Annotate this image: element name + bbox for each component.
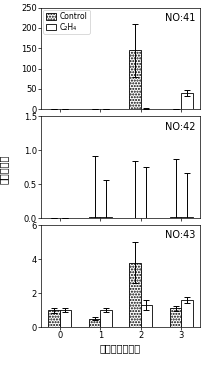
Bar (170, 308, 181, 327)
Text: 相对表达量: 相对表达量 (0, 155, 9, 184)
X-axis label: 储藏时间（天）: 储藏时间（天） (100, 343, 141, 353)
Bar (181, 93, 193, 109)
Bar (100, 310, 112, 327)
Bar (129, 263, 141, 327)
Bar (89, 217, 100, 218)
Bar (170, 217, 181, 218)
Text: NO:43: NO:43 (165, 230, 195, 240)
Bar (181, 217, 193, 218)
Bar (89, 318, 100, 327)
Bar (141, 305, 152, 327)
Legend: Control, C₂H₄: Control, C₂H₄ (43, 10, 90, 34)
Bar (129, 50, 141, 109)
Bar (181, 300, 193, 327)
Bar (48, 310, 60, 327)
Text: NO:41: NO:41 (165, 13, 195, 23)
Text: NO:42: NO:42 (165, 121, 195, 132)
Bar (60, 310, 71, 327)
Bar (100, 217, 112, 218)
